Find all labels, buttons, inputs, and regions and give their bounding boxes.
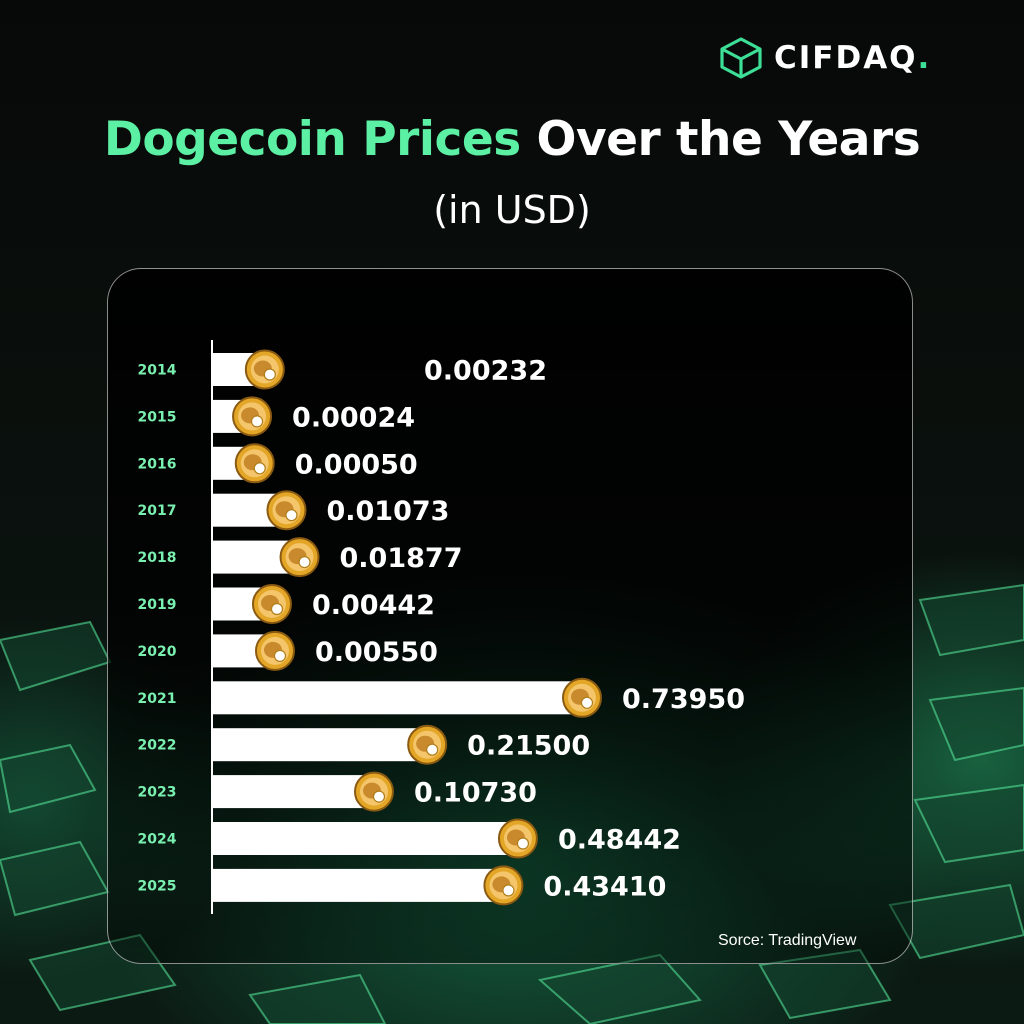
- dogecoin-coin-icon: [407, 724, 448, 765]
- bar-2022: [213, 728, 429, 762]
- dogecoin-coin-icon: [244, 349, 285, 390]
- year-label: 2021: [138, 691, 177, 707]
- value-label: 0.48442: [558, 825, 681, 856]
- dogecoin-coin-icon: [562, 677, 602, 718]
- year-label: 2022: [138, 738, 177, 754]
- cifdaq-cube-icon: [720, 37, 762, 79]
- dogecoin-coin-icon: [497, 818, 538, 859]
- year-label: 2015: [138, 409, 177, 425]
- dogecoin-coin-icon: [251, 584, 292, 624]
- year-label: 2018: [138, 550, 177, 566]
- dogecoin-coin-icon: [266, 490, 307, 531]
- value-label: 0.21500: [467, 731, 590, 762]
- source-note: Sorce: TradingView: [718, 932, 857, 949]
- bar-2025: [213, 868, 505, 902]
- year-label: 2023: [138, 785, 177, 801]
- bar-2023: [213, 775, 375, 809]
- value-label: 0.00024: [292, 402, 415, 433]
- value-label: 0.73950: [622, 684, 745, 715]
- value-label: 0.01877: [340, 543, 463, 574]
- dogecoin-coin-icon: [279, 537, 320, 578]
- dogecoin-coin-icon: [234, 443, 275, 484]
- value-label: 0.10730: [414, 778, 537, 809]
- brand-logo: CIFDAQ.: [718, 36, 931, 80]
- year-label: 2017: [138, 503, 177, 519]
- title-highlight: Dogecoin Prices: [103, 112, 521, 167]
- dogecoin-coin-icon: [353, 771, 394, 812]
- value-label: 0.00232: [424, 356, 547, 387]
- value-label: 0.01073: [326, 496, 449, 527]
- year-label: 2016: [138, 456, 177, 472]
- value-label: 0.00050: [295, 449, 418, 480]
- value-label: 0.00550: [315, 637, 438, 668]
- year-label: 2024: [138, 832, 177, 848]
- value-label: 0.00442: [312, 590, 435, 621]
- dogecoin-coin-icon: [232, 396, 273, 437]
- title-rest: Over the Years: [520, 112, 921, 167]
- dogecoin-coin-icon: [483, 865, 524, 906]
- dogecoin-coin-icon: [254, 630, 295, 671]
- page-title: Dogecoin Prices Over the Years: [0, 112, 1024, 167]
- year-label: 2020: [138, 644, 177, 660]
- value-label: 0.43410: [543, 871, 666, 902]
- bar-2021: [213, 681, 583, 715]
- brand-name: CIFDAQ.: [774, 40, 932, 76]
- year-label: 2014: [138, 363, 177, 379]
- bar-2024: [213, 822, 519, 855]
- page-subtitle: (in USD): [433, 188, 591, 232]
- year-label: 2025: [138, 878, 177, 894]
- year-label: 2019: [138, 597, 177, 613]
